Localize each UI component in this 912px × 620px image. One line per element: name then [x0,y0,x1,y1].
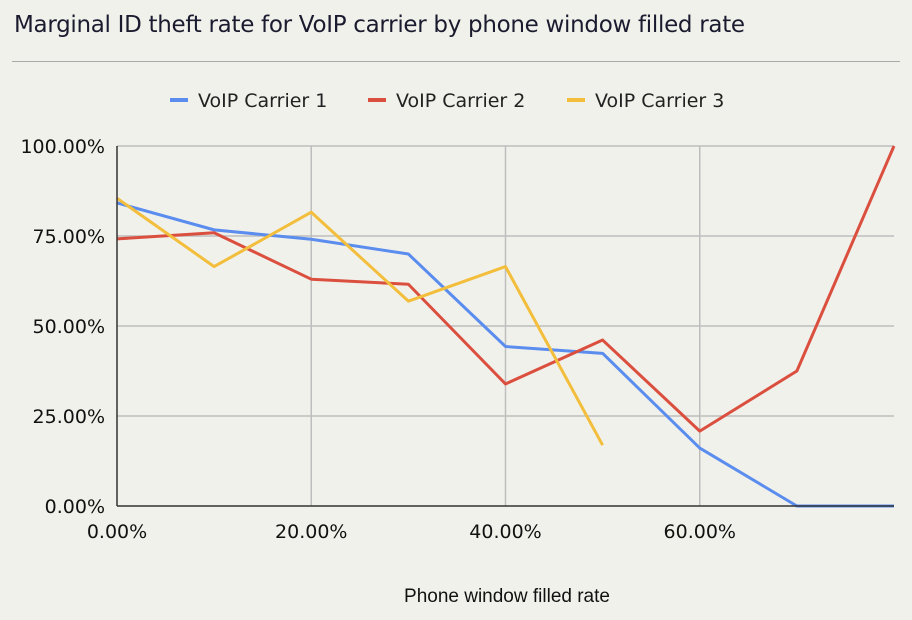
y-tick-label: 100.00% [20,136,105,158]
x-tick-label: 0.00% [87,521,147,543]
title-divider [12,61,900,62]
legend-label: VoIP Carrier 1 [198,90,327,112]
y-tick-label: 25.00% [33,406,105,428]
y-tick-label: 0.00% [45,496,105,518]
x-axis-label: Phone window filled rate [404,586,610,607]
legend-label: VoIP Carrier 3 [595,90,724,112]
y-tick-label: 50.00% [33,316,105,338]
chart-title: Marginal ID theft rate for VoIP carrier … [14,12,745,38]
legend-label: VoIP Carrier 2 [396,90,525,112]
y-tick-label: 75.00% [33,226,105,248]
x-tick-label: 40.00% [469,521,541,543]
series-line-3 [116,196,604,446]
x-tick-label: 20.00% [275,521,347,543]
x-tick-label: 60.00% [664,521,736,543]
